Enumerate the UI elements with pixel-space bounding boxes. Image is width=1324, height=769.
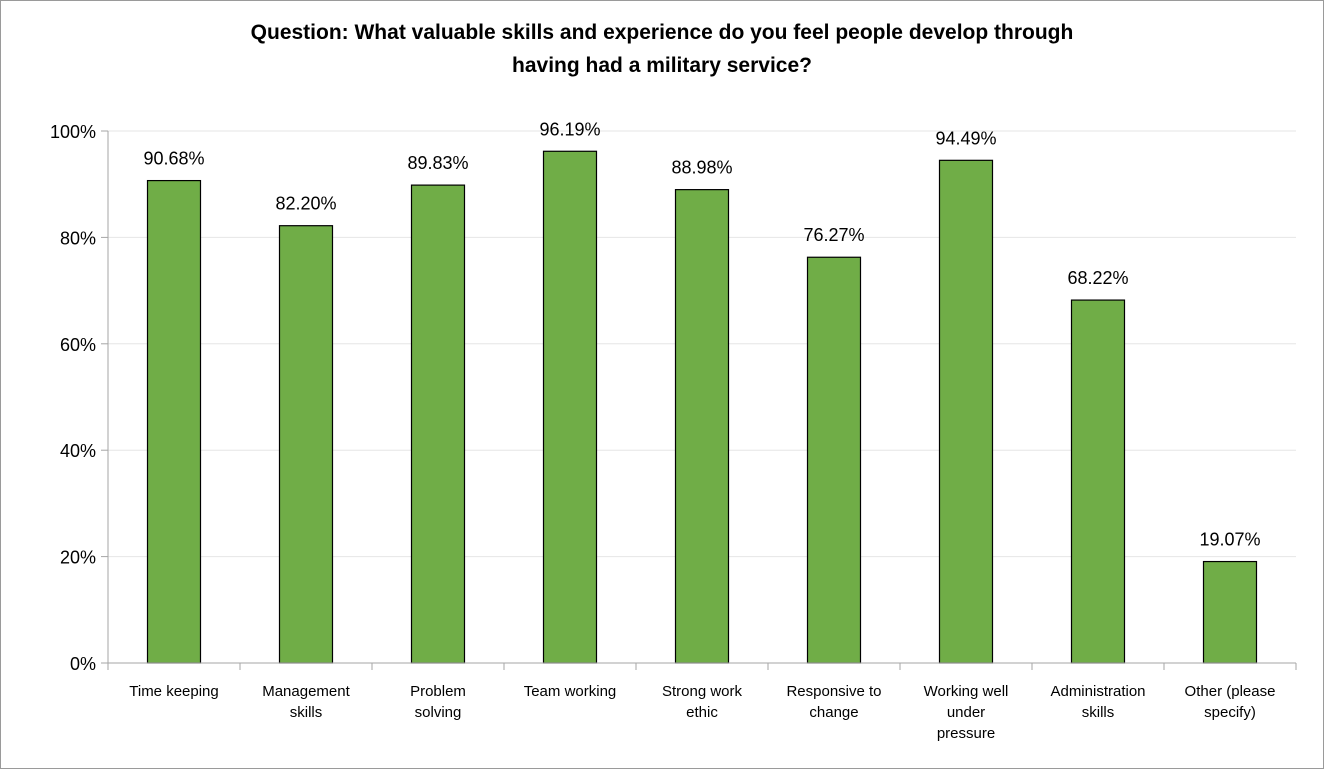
y-tick-label: 60% — [60, 335, 96, 355]
y-tick-label: 100% — [50, 122, 96, 142]
y-axis: 0% 20% 40% 60% 80% 100% — [50, 122, 109, 674]
bar — [806, 256, 862, 664]
data-label: 68.22% — [1067, 268, 1128, 288]
bars — [146, 150, 1258, 664]
data-label: 90.68% — [143, 149, 204, 169]
x-tick-label: Responsive to change — [786, 683, 881, 721]
x-tick-label: Management skills — [262, 683, 350, 721]
bar — [1202, 560, 1258, 664]
data-label: 94.49% — [935, 128, 996, 148]
data-label: 82.20% — [275, 194, 336, 214]
bar — [278, 225, 334, 664]
x-tick-label: Administration skills — [1050, 683, 1145, 721]
bar — [410, 184, 466, 664]
data-label: 96.19% — [539, 119, 600, 139]
y-tick-label: 20% — [60, 548, 96, 568]
bar — [674, 189, 730, 664]
x-tick-label: Problem solving — [410, 683, 466, 721]
x-tick-label: Other (please specify) — [1185, 683, 1276, 721]
bar — [1070, 299, 1126, 664]
y-tick-label: 40% — [60, 441, 96, 461]
data-label: 19.07% — [1199, 530, 1260, 550]
x-tick-label: Time keeping — [129, 683, 219, 700]
x-tick-label: Strong work ethic — [662, 683, 743, 721]
x-axis: Time keeping Management skills Problem solvi… — [107, 662, 1297, 742]
data-label: 89.83% — [407, 153, 468, 173]
chart-title-line: having had a military service? — [512, 54, 812, 77]
bar — [938, 159, 994, 664]
chart-title: Question: What valuable skills and exper… — [251, 21, 1074, 77]
y-tick-label: 0% — [70, 654, 96, 674]
x-tick-label: Working well under pressure — [924, 683, 1009, 742]
data-label: 88.98% — [671, 158, 732, 178]
bar — [542, 150, 598, 664]
y-tick-label: 80% — [60, 228, 96, 248]
chart-title-line: Question: What valuable skills and exper… — [251, 21, 1074, 44]
data-label: 76.27% — [803, 225, 864, 245]
data-labels: 90.68% 82.20% 89.83% 96.19% 88.98% 76.27% 94.4… — [143, 119, 1260, 549]
bar — [146, 179, 202, 664]
x-tick-label: Team working — [524, 683, 617, 700]
